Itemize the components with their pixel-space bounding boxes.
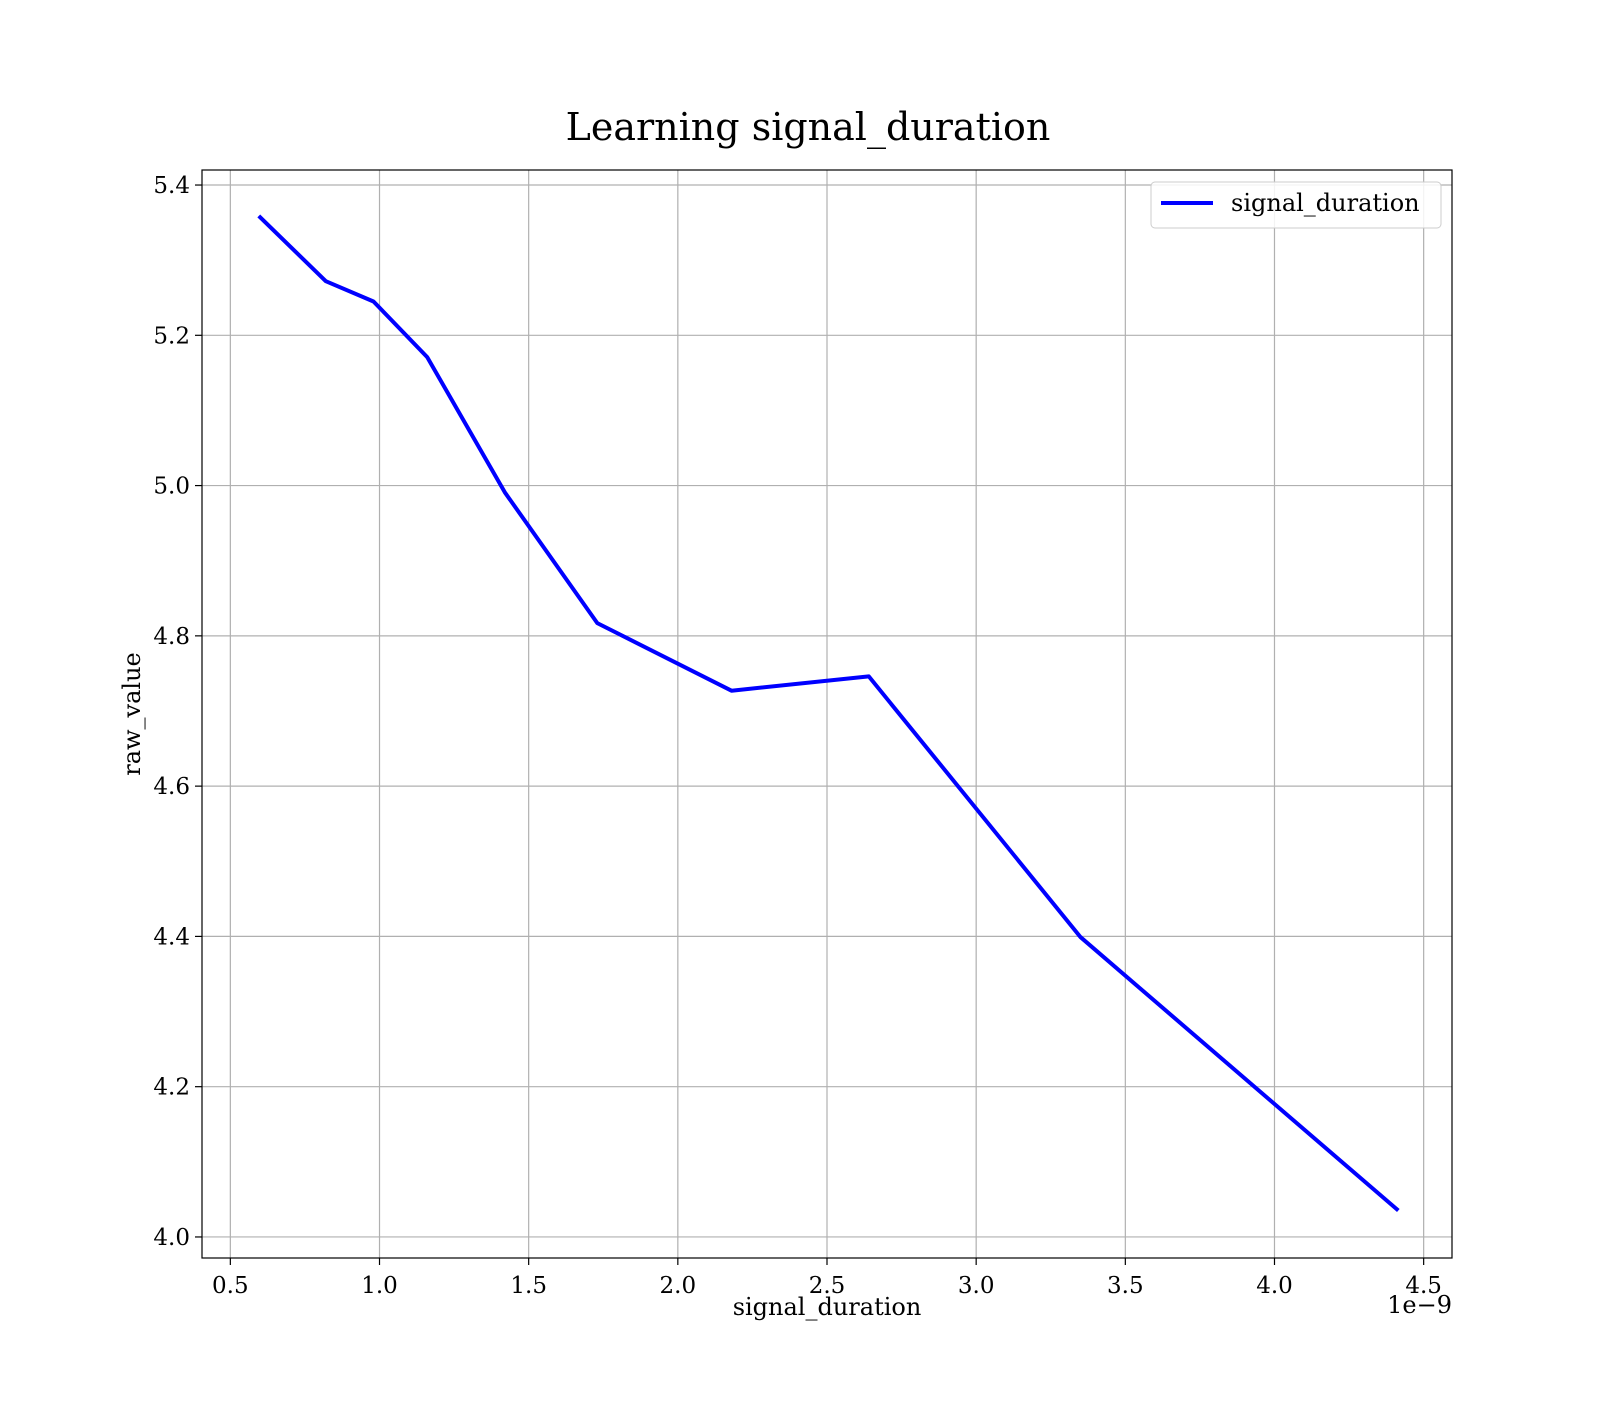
x-tick-label: 2.5 <box>809 1273 846 1299</box>
y-tick-label: 5.2 <box>153 323 190 349</box>
x-axis-ticks: 0.5 1.0 1.5 2.0 2.5 3.0 3.5 4.0 4.5 <box>212 1258 1442 1299</box>
x-tick-label: 4.5 <box>1405 1273 1442 1299</box>
legend-box <box>1150 181 1442 229</box>
y-tick-label: 5.0 <box>153 474 190 500</box>
x-tick-label: 2.0 <box>660 1273 697 1299</box>
x-tick-label: 0.5 <box>212 1273 249 1299</box>
x-tick-label: 3.5 <box>1107 1273 1144 1299</box>
legend-label: signal_duration <box>1231 189 1420 217</box>
legend: signal_duration <box>1150 181 1442 229</box>
x-axis-label: signal_duration <box>733 1293 922 1321</box>
x-tick-label: 1.5 <box>510 1273 547 1299</box>
x-tick-label: 1.0 <box>361 1273 398 1299</box>
y-tick-label: 4.2 <box>153 1075 190 1101</box>
y-tick-label: 4.6 <box>153 774 190 800</box>
y-axis-label: raw_value <box>118 652 146 776</box>
y-axis-ticks: 4.0 4.2 4.4 4.6 4.8 5.0 5.2 5.4 <box>153 173 202 1251</box>
x-tick-label: 4.0 <box>1256 1273 1293 1299</box>
series-line <box>257 214 1400 1213</box>
y-tick-label: 4.8 <box>153 624 190 650</box>
series-lines <box>257 214 1400 1213</box>
chart-title: Learning signal_duration <box>566 105 1051 150</box>
y-tick-label: 4.4 <box>153 924 190 950</box>
x-axis-offset-label: 1e−9 <box>1387 1291 1452 1319</box>
x-tick-label: 3.0 <box>958 1273 995 1299</box>
y-tick-label: 4.0 <box>153 1225 190 1251</box>
y-tick-label: 5.4 <box>153 173 190 199</box>
